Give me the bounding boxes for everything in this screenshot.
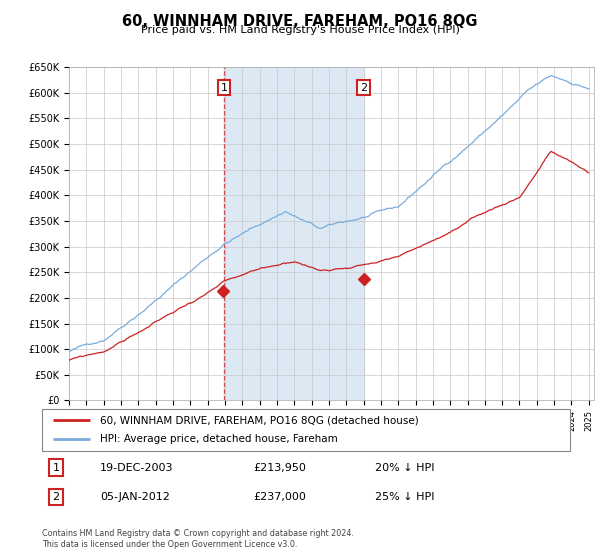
Text: 2: 2 [53,492,59,502]
Text: 60, WINNHAM DRIVE, FAREHAM, PO16 8QG (detached house): 60, WINNHAM DRIVE, FAREHAM, PO16 8QG (de… [100,415,419,425]
Text: Contains HM Land Registry data © Crown copyright and database right 2024.
This d: Contains HM Land Registry data © Crown c… [42,529,354,549]
Text: £213,950: £213,950 [253,463,306,473]
Text: 60, WINNHAM DRIVE, FAREHAM, PO16 8QG: 60, WINNHAM DRIVE, FAREHAM, PO16 8QG [122,14,478,29]
Text: HPI: Average price, detached house, Fareham: HPI: Average price, detached house, Fare… [100,435,338,445]
FancyBboxPatch shape [42,409,570,451]
Text: 19-DEC-2003: 19-DEC-2003 [100,463,173,473]
Text: 25% ↓ HPI: 25% ↓ HPI [374,492,434,502]
Text: £237,000: £237,000 [253,492,306,502]
Text: 1: 1 [53,463,59,473]
Bar [224,67,364,400]
Text: 2: 2 [360,83,367,93]
Text: 1: 1 [221,83,228,93]
Text: 20% ↓ HPI: 20% ↓ HPI [374,463,434,473]
Text: 05-JAN-2012: 05-JAN-2012 [100,492,170,502]
Text: Price paid vs. HM Land Registry's House Price Index (HPI): Price paid vs. HM Land Registry's House … [140,25,460,35]
